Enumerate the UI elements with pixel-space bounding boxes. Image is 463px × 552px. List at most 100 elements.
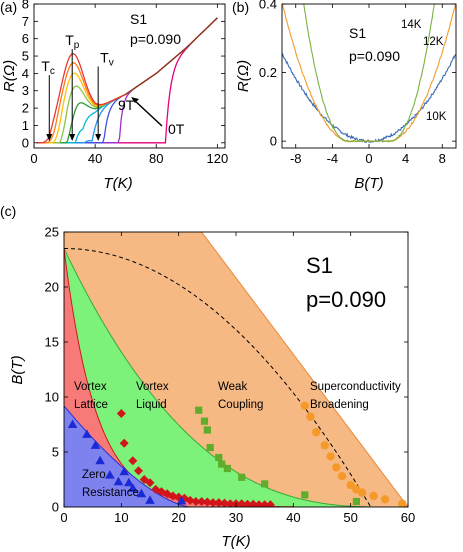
region-vortex-liquid xyxy=(64,248,386,507)
green-square-point xyxy=(195,406,203,414)
region-vortex-liquid-line1: Vortex xyxy=(136,381,169,393)
y-tick-label: 25 xyxy=(45,225,59,240)
y-tick-label: 0 xyxy=(270,134,277,149)
region-weak-coupling-line1: Weak xyxy=(218,381,247,393)
panel-a-sample: S1 xyxy=(130,11,147,27)
red-diamond-point xyxy=(202,497,212,507)
blue-triangle-point xyxy=(128,483,138,492)
panel-c-sample: S1 xyxy=(306,253,333,278)
marker-subscript-c: c xyxy=(50,66,55,77)
orange-circle-point xyxy=(357,488,367,497)
x-tick-label: -4 xyxy=(327,151,339,166)
blue-triangle-point xyxy=(82,429,92,438)
y-tick-label: 0 xyxy=(52,500,59,515)
green-square-point xyxy=(203,426,211,434)
y-tick-label: 2 xyxy=(22,101,29,116)
series-12K-label: 12K xyxy=(423,36,444,48)
red-diamond-point xyxy=(134,466,144,476)
orange-circle-point xyxy=(306,412,315,421)
series-14K xyxy=(303,4,435,143)
panel-a: 0 40 80 120 0 1 2 3 4 5 6 7 8 S1 p=0.090 T(K) R(Ω) T… xyxy=(1,0,228,192)
region-zero-resistance-line1: Zero xyxy=(82,469,106,481)
y-tick-label: 0.2 xyxy=(259,65,277,80)
y-tick-label: 4 xyxy=(22,66,29,81)
panel-a-label: (a) xyxy=(0,0,17,15)
series-10K xyxy=(282,52,456,144)
orange-circle-point xyxy=(398,499,407,507)
red-diamond-point xyxy=(208,498,218,507)
x-tick-label: 0 xyxy=(30,151,37,166)
field-arrow xyxy=(132,98,163,127)
blue-triangle-point xyxy=(113,476,124,486)
panel-c-label: (c) xyxy=(0,203,16,219)
panel-b-frame xyxy=(281,3,457,149)
green-square-point xyxy=(261,480,269,488)
orange-circle-point xyxy=(337,472,347,481)
y-tick-label: 15 xyxy=(45,335,59,350)
panel-a-xlabel: T(K) xyxy=(103,175,132,192)
series-10K-label: 10K xyxy=(426,111,447,123)
y-tick-label: 5 xyxy=(52,445,59,460)
x-tick-label: 80 xyxy=(149,151,163,166)
y-tick-label: 0.4 xyxy=(259,0,277,12)
marker-arrowhead-p xyxy=(69,134,76,142)
marker-subscript-p: p xyxy=(74,40,80,51)
region-vortex-lattice-line2: Lattice xyxy=(74,399,108,411)
green-square-point xyxy=(200,417,209,425)
orange-circle-point xyxy=(346,480,355,490)
panel-c-ylabel: B(T) xyxy=(9,355,26,384)
panel-b-ylabel: R(Ω) xyxy=(235,60,252,92)
red-diamond-point xyxy=(128,456,138,466)
x-tick-label: 4 xyxy=(402,151,409,166)
panel-a-ylabel: R(Ω) xyxy=(1,60,18,92)
weak-coupling-boundary xyxy=(201,232,408,507)
panel-a-doping: p=0.090 xyxy=(130,31,181,47)
x-tick-label: 0 xyxy=(365,151,372,166)
region-vortex-liquid-line2: Liquid xyxy=(136,399,167,411)
y-tick-label: 3 xyxy=(22,83,29,98)
marker-arrowhead-c xyxy=(46,134,53,142)
zero-resistance-boundary xyxy=(64,405,191,507)
orange-circle-point xyxy=(300,401,309,410)
green-square-point xyxy=(218,460,226,468)
blue-triangle-point xyxy=(123,477,134,487)
series-14K-label: 14K xyxy=(401,19,422,31)
green-square-point xyxy=(238,473,246,481)
panel-b-xlabel: B(T) xyxy=(354,175,383,192)
orange-circle-point xyxy=(326,452,335,461)
green-square-point xyxy=(206,444,214,452)
field-curve xyxy=(37,17,218,144)
red-diamond-point xyxy=(214,498,224,507)
red-diamond-point xyxy=(265,500,275,507)
blue-triangle-point xyxy=(136,488,147,498)
marker-label-c: Tc xyxy=(41,58,55,77)
red-diamond-point xyxy=(145,478,155,488)
y-tick-label: 6 xyxy=(22,31,29,46)
y-tick-label: 0 xyxy=(22,135,29,150)
panel-a-frame xyxy=(33,3,226,149)
panel-c-xlabel: T(K) xyxy=(221,533,250,550)
field-low-label: 0T xyxy=(168,121,185,137)
red-diamond-point xyxy=(119,438,129,448)
red-diamond-point xyxy=(185,495,195,505)
panel-b-sample: S1 xyxy=(349,25,366,41)
x-tick-label: 40 xyxy=(88,151,102,166)
region-zero-resistance xyxy=(64,405,191,507)
green-square-point xyxy=(215,453,223,462)
blue-triangle-point xyxy=(67,419,78,428)
orange-circle-point xyxy=(380,495,390,504)
y-tick-label: 5 xyxy=(22,49,29,64)
y-tick-label: 10 xyxy=(45,390,59,405)
x-tick-label: -8 xyxy=(290,151,302,166)
region-zero-resistance-line2: Resistance xyxy=(82,487,139,499)
x-tick-label: 30 xyxy=(229,510,243,525)
x-tick-label: 8 xyxy=(439,151,446,166)
region-sc-broadening-line1: Superconductivity xyxy=(310,381,401,393)
green-square-point xyxy=(352,497,360,506)
green-square-point xyxy=(301,491,309,499)
orange-circle-point xyxy=(312,428,321,437)
normal-state-line xyxy=(125,17,218,95)
orange-circle-point xyxy=(369,491,378,501)
x-tick-label: 60 xyxy=(401,510,415,525)
